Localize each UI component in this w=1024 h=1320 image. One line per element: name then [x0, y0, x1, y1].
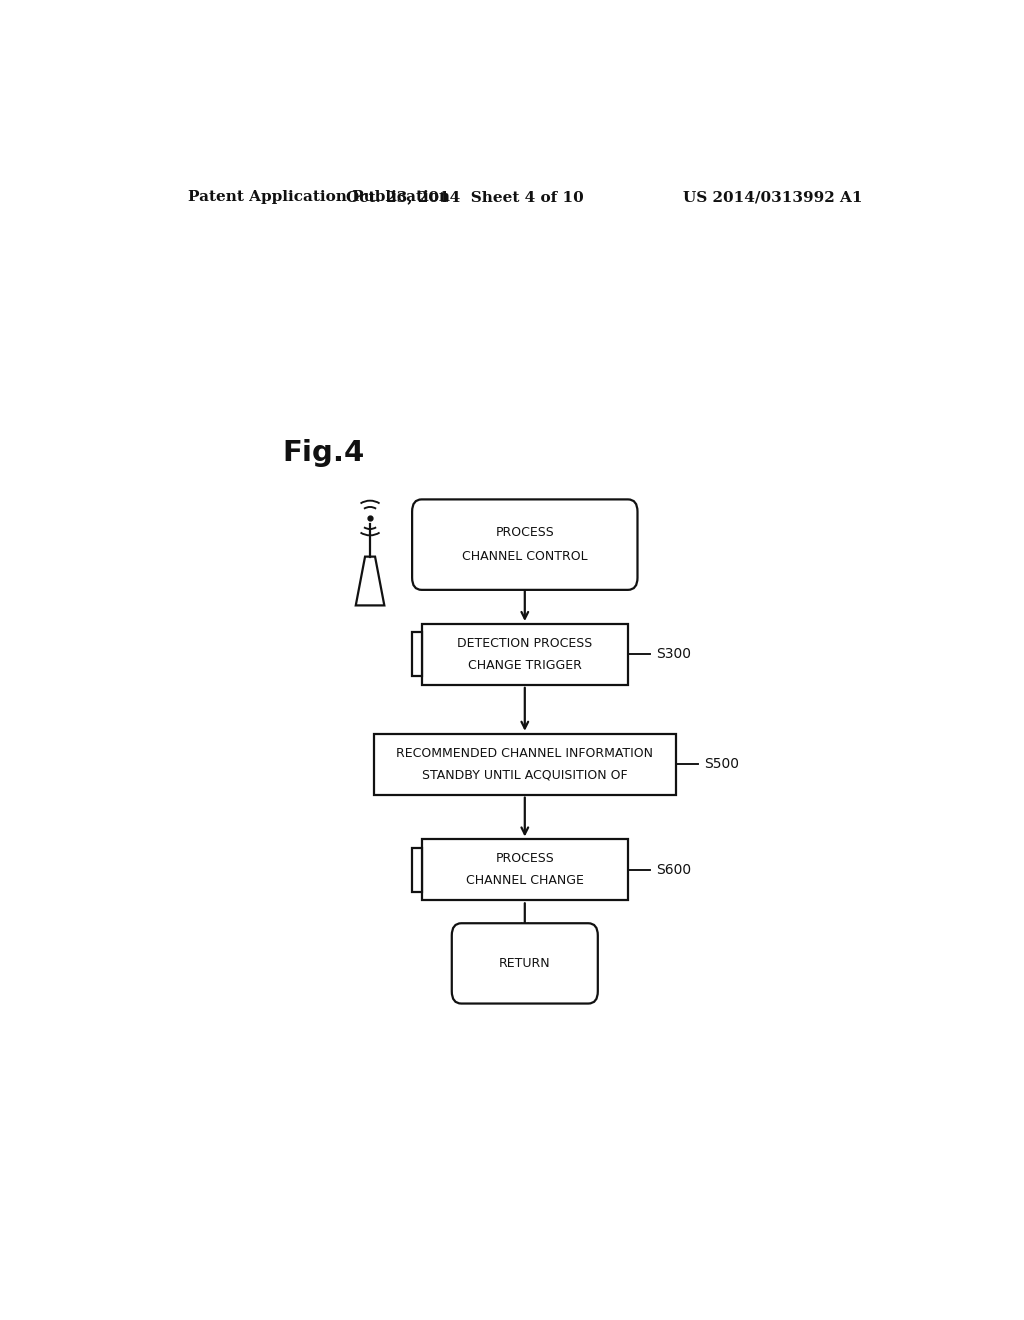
- Bar: [412, 632, 422, 676]
- Text: Fig.4: Fig.4: [283, 440, 365, 467]
- Bar: [412, 847, 422, 892]
- Text: CHANNEL CHANGE: CHANNEL CHANGE: [466, 874, 584, 887]
- Text: RETURN: RETURN: [499, 957, 551, 970]
- Text: STANDBY UNTIL ACQUISITION OF: STANDBY UNTIL ACQUISITION OF: [422, 768, 628, 781]
- Text: S500: S500: [705, 758, 739, 771]
- Text: CHANGE TRIGGER: CHANGE TRIGGER: [468, 659, 582, 672]
- Text: CHANNEL CONTROL: CHANNEL CONTROL: [462, 550, 588, 564]
- Text: S600: S600: [656, 863, 691, 876]
- Text: Oct. 23, 2014  Sheet 4 of 10: Oct. 23, 2014 Sheet 4 of 10: [346, 190, 584, 205]
- FancyBboxPatch shape: [412, 499, 638, 590]
- Text: US 2014/0313992 A1: US 2014/0313992 A1: [683, 190, 862, 205]
- Text: S300: S300: [656, 647, 691, 661]
- Polygon shape: [355, 557, 384, 606]
- FancyBboxPatch shape: [452, 923, 598, 1003]
- Bar: [422, 624, 628, 685]
- Text: PROCESS: PROCESS: [496, 527, 554, 540]
- Bar: [422, 840, 628, 900]
- Text: PROCESS: PROCESS: [496, 853, 554, 866]
- Bar: [374, 734, 676, 795]
- Text: RECOMMENDED CHANNEL INFORMATION: RECOMMENDED CHANNEL INFORMATION: [396, 747, 653, 760]
- Text: Patent Application Publication: Patent Application Publication: [187, 190, 450, 205]
- Text: DETECTION PROCESS: DETECTION PROCESS: [457, 638, 593, 649]
